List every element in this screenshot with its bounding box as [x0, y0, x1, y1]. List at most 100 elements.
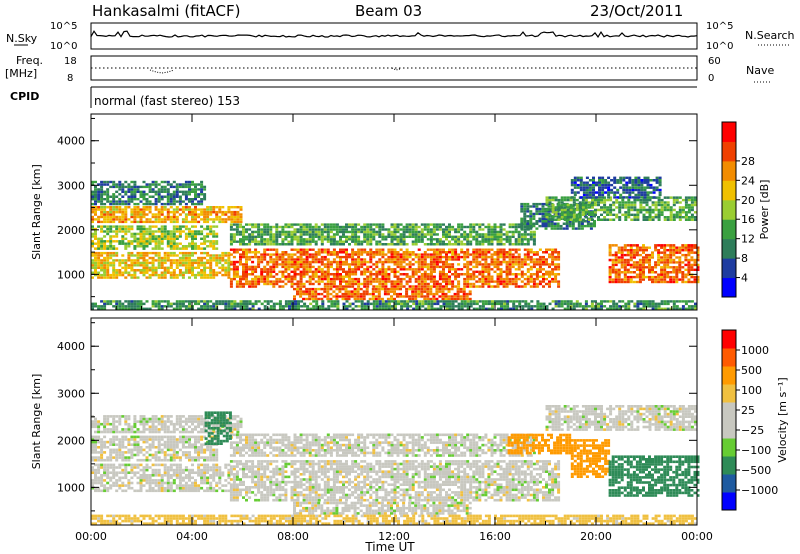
power-echo-cell: [642, 268, 645, 271]
power-echo-cell: [290, 230, 294, 234]
power-echo-cell: [617, 273, 621, 276]
power-echo-cell: [448, 275, 451, 278]
power-echo-cell: [484, 282, 488, 286]
power-echo-cell: [200, 218, 204, 221]
power-echo-cell: [612, 213, 616, 216]
power-echo-cell: [648, 275, 651, 279]
power-echo-cell: [348, 302, 352, 306]
power-echo-cell: [690, 268, 694, 271]
power-echo-cell: [188, 276, 191, 279]
power-echo-cell: [97, 242, 101, 245]
power-echo-cell: [472, 275, 476, 278]
power-echo-cell: [581, 305, 585, 308]
power-echo-cell: [538, 224, 542, 228]
power-echo-cell: [457, 255, 461, 259]
power-echo-cell: [212, 240, 216, 243]
power-echo-cell: [484, 302, 488, 306]
power-echo-cell: [502, 238, 506, 241]
power-echo-cell: [511, 273, 515, 276]
power-echo-cell: [675, 246, 679, 249]
power-echo-cell: [684, 218, 688, 221]
power-echo-cell: [94, 180, 97, 184]
power-echo-cell: [248, 282, 252, 286]
power-echo-cell: [666, 206, 670, 209]
power-echo-cell: [321, 307, 325, 310]
power-echo-cell: [154, 266, 158, 269]
power-echo-cell: [115, 240, 119, 243]
power-echo-cell: [229, 268, 233, 271]
power-echo-cell: [139, 242, 143, 245]
power-echo-cell: [559, 217, 563, 220]
power-echo-cell: [157, 215, 161, 219]
power-echo-cell: [242, 285, 245, 288]
power-echo-cell: [251, 255, 255, 259]
power-echo-cell: [566, 203, 570, 207]
power-echo-cell: [617, 258, 621, 262]
power-echo-cell: [175, 261, 179, 265]
power-echo-cell: [339, 243, 342, 246]
power-echo-cell: [648, 300, 652, 303]
power-echo-cell: [275, 251, 279, 254]
power-echo-cell: [527, 302, 531, 306]
power-echo-cell: [417, 292, 421, 296]
power-echo-cell: [266, 268, 270, 271]
power-echo-cell: [594, 213, 597, 216]
power-echo-cell: [460, 273, 464, 276]
power-echo-cell: [386, 292, 390, 296]
power-echo-cell: [445, 263, 448, 266]
power-echo-cell: [690, 196, 694, 199]
power-echo-cell: [523, 260, 527, 264]
power-echo-cell: [305, 230, 309, 234]
power-echo-cell: [414, 277, 418, 281]
power-echo-cell: [363, 248, 367, 251]
power-echo-cell: [621, 206, 625, 209]
power-echo-cell: [94, 210, 97, 214]
power-echo-cell: [620, 246, 624, 249]
power-echo-cell: [357, 285, 361, 288]
power-echo-cell: [554, 196, 558, 199]
power-echo-cell: [421, 302, 425, 306]
power-echo-cell: [675, 249, 679, 252]
power-echo-cell: [339, 273, 342, 276]
power-echo-cell: [269, 282, 273, 286]
power-echo-cell: [672, 302, 676, 306]
power-echo-cell: [456, 292, 460, 296]
power-echo-cell: [287, 255, 291, 259]
power-echo-cell: [115, 215, 119, 219]
power-echo-cell: [669, 258, 673, 262]
power-echo-cell: [527, 307, 531, 310]
power-echo-cell: [633, 198, 637, 202]
power-echo-cell: [326, 285, 330, 288]
power-echo-cell: [121, 259, 125, 262]
power-echo-cell: [275, 248, 279, 251]
power-echo-cell: [148, 261, 152, 265]
power-echo-cell: [435, 290, 439, 293]
power-echo-cell: [381, 265, 385, 269]
power-echo-cell: [112, 202, 116, 206]
power-echo-cell: [184, 264, 188, 267]
power-echo-cell: [154, 218, 158, 221]
power-echo-cell: [503, 300, 507, 303]
power-echo-cell: [142, 266, 146, 269]
power-echo-cell: [97, 264, 101, 267]
power-echo-cell: [651, 307, 655, 310]
power-echo-cell: [212, 247, 216, 250]
power-echo-cell: [675, 256, 679, 259]
power-echo-cell: [335, 260, 339, 264]
power-echo-cell: [560, 302, 564, 306]
power-echo-cell: [299, 238, 303, 241]
power-echo-cell: [472, 307, 476, 310]
power-echo-cell: [539, 302, 543, 306]
power-echo-cell: [499, 225, 503, 229]
power-echo-cell: [118, 240, 122, 243]
power-echo-cell: [514, 275, 518, 278]
power-echo-cell: [194, 235, 197, 238]
power-echo-cell: [490, 230, 494, 234]
power-echo-cell: [383, 287, 387, 291]
power-echo-cell: [100, 195, 104, 198]
power-echo-cell: [590, 302, 594, 306]
power-echo-cell: [184, 220, 188, 224]
power-echo-cell: [151, 300, 155, 303]
power-echo-cell: [651, 211, 655, 214]
power-echo-cell: [372, 268, 376, 271]
